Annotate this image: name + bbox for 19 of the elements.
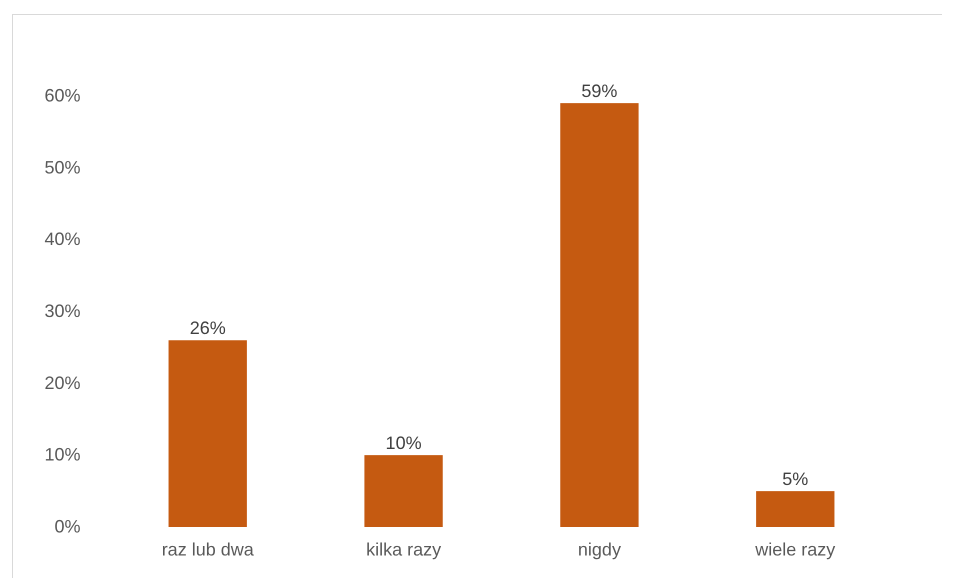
bar (756, 491, 834, 527)
x-tick-label: nigdy (578, 540, 621, 560)
data-label: 59% (581, 81, 618, 102)
bar (560, 103, 639, 527)
data-label: 26% (190, 318, 226, 338)
y-tick-label: 50% (44, 157, 80, 178)
x-tick-label: raz lub dwa (162, 540, 255, 560)
y-tick-label: 10% (44, 444, 80, 465)
x-tick-label: kilka razy (366, 540, 442, 560)
data-label: 10% (386, 433, 422, 454)
y-tick-label: 60% (44, 86, 80, 106)
y-tick-label: 40% (44, 229, 80, 250)
y-tick-label: 0% (54, 516, 80, 536)
bar (364, 455, 443, 527)
y-tick-label: 30% (44, 301, 80, 321)
data-label: 5% (782, 469, 808, 490)
bar (168, 340, 247, 527)
x-tick-label: wiele razy (754, 540, 836, 560)
y-tick-label: 20% (44, 372, 80, 393)
